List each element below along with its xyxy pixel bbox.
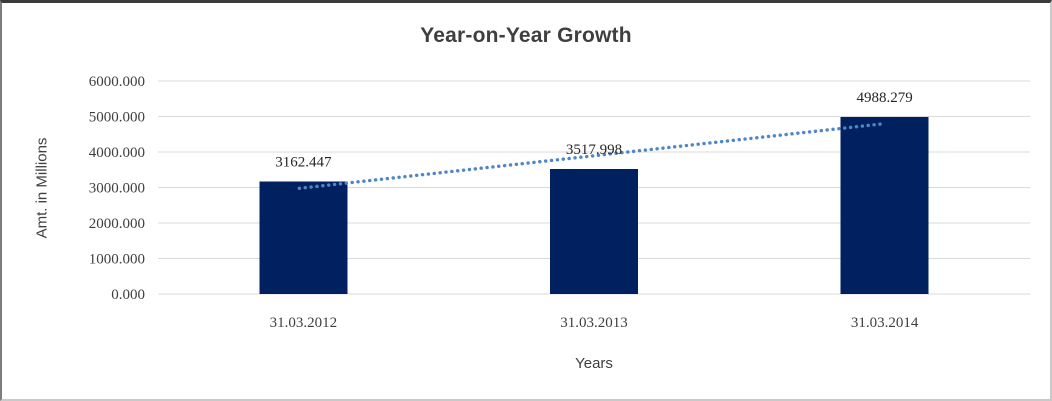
- y-tick-label: 6000.000: [89, 74, 145, 90]
- bar-data-label: 4988.279: [857, 90, 913, 106]
- y-tick-label: 1000.000: [89, 252, 145, 268]
- y-tick-label: 5000.000: [89, 110, 145, 126]
- bar-data-label: 3517.998: [566, 142, 622, 158]
- y-tick-label: 3000.000: [89, 181, 145, 197]
- plot-area: 0.000 1000.000 2000.000 3000.000 4000.000 500…: [89, 74, 1030, 331]
- x-category-label: 31.03.2014: [851, 315, 919, 331]
- bar: [840, 116, 929, 294]
- x-category-label: 31.03.2013: [560, 315, 628, 331]
- x-category-label: 31.03.2012: [270, 315, 338, 331]
- y-tick-label: 4000.000: [89, 145, 145, 161]
- bar: [259, 181, 348, 294]
- x-axis-title: Years: [575, 355, 613, 372]
- chart-title: Year-on-Year Growth: [420, 24, 632, 47]
- y-tick-label: 2000.000: [89, 216, 145, 232]
- trendline: [297, 121, 888, 191]
- bar: [550, 169, 638, 294]
- bar-data-label: 3162.447: [275, 155, 332, 171]
- y-tick-label: 0.000: [111, 287, 145, 303]
